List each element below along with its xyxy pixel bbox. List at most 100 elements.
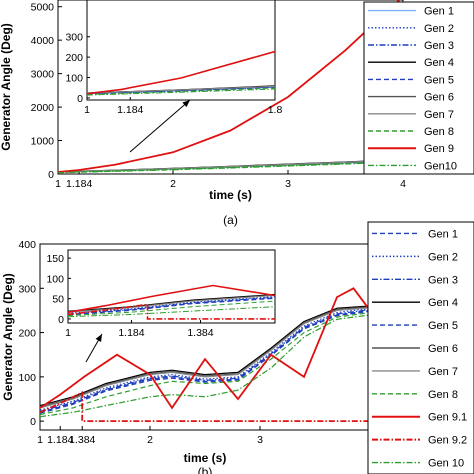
- inset-series-group: [87, 50, 275, 96]
- series-line-gen10: [58, 161, 403, 174]
- inset-x-tick-label: 1.8: [268, 104, 283, 116]
- legend: Gen 1 Gen 2 Gen 3 Gen 4 Gen 5 Gen 6 Gen 7 Gen 8…: [363, 1, 474, 175]
- chart-panel-b: 11.1841.384234010020030040011.1841.38405…: [1, 221, 474, 474]
- inset-series-line: [68, 293, 275, 312]
- inset-y-tick-label: 300: [65, 32, 83, 44]
- x-tick-label: 1.184: [47, 434, 73, 446]
- legend-label: Gen 2: [428, 251, 458, 263]
- x-tick-label: 4: [400, 178, 406, 190]
- inset-series-group: [68, 284, 275, 320]
- legend-label: Gen 5: [428, 320, 458, 332]
- y-tick-label: 200: [18, 328, 36, 340]
- legend-label: Gen 9.1: [428, 412, 467, 424]
- inset-series-line: [68, 294, 275, 313]
- y-tick-label: 3000: [31, 69, 55, 81]
- inset-area: [86, 0, 276, 101]
- inset-y-tick-label: 100: [46, 273, 64, 285]
- legend-label: Gen 8: [428, 389, 458, 401]
- inset-y-tick-label: 200: [65, 52, 83, 64]
- panel-label: (b): [198, 465, 213, 474]
- series-line-gen-8: [40, 312, 370, 416]
- x-tick-label: 1.384: [69, 434, 95, 446]
- inset-series-line: [68, 296, 275, 315]
- legend-label: Gen 4: [424, 57, 454, 69]
- legend-label: Gen 8: [424, 126, 454, 138]
- inset-plot: 1 1.184 1.384 0 50 100 150: [46, 249, 276, 339]
- inset-y-tick-label: 150: [46, 253, 64, 265]
- series-line-gen-4: [40, 305, 370, 407]
- series-line-gen-7: [40, 307, 370, 409]
- series-line-gen-7: [58, 159, 403, 173]
- chart-panel-a: 1 1.184 2 3 4 0 1000 2000 3000 4000 5000 1 1.184 1.8 0…: [0, 0, 474, 227]
- y-tick-label: 300: [18, 283, 36, 295]
- legend-label: Gen 7: [428, 366, 458, 378]
- inset-series-line: [87, 88, 275, 96]
- inset-y-tick-label: 50: [52, 294, 64, 306]
- legend-label: Gen 2: [424, 23, 454, 35]
- series-group: [40, 287, 370, 423]
- legend-label: Gen 9.2: [428, 435, 467, 447]
- legend-label: Gen 3: [428, 274, 458, 286]
- legend-label: Gen 3: [424, 40, 454, 52]
- y-axis-label: Generator Angle (Deg): [1, 273, 15, 401]
- inset-x-tick-label: 1.184: [118, 327, 144, 339]
- legend: Gen 1 Gen 2 Gen 3 Gen 4 Gen 5 Gen 6 Gen 7 Gen 8…: [367, 221, 474, 474]
- series-group: [58, 0, 403, 174]
- inset-arrow: [129, 99, 191, 153]
- x-tick-label: 3: [285, 178, 291, 190]
- x-tick-label: 3: [257, 434, 263, 446]
- legend-label: Gen 6: [428, 343, 458, 355]
- series-line-gen-9.1: [40, 287, 370, 410]
- legend-label: Gen 1: [424, 6, 454, 18]
- panel-label: (a): [223, 213, 238, 227]
- legend-label: Gen 7: [424, 109, 454, 121]
- series-line-gen-6: [40, 306, 370, 408]
- x-tick-label: 1: [55, 178, 61, 190]
- x-axis-label: time (s): [184, 451, 227, 465]
- y-tick-label: 1000: [31, 136, 55, 148]
- y-tick-label: 0: [30, 416, 36, 428]
- inset-series-line: [87, 50, 275, 95]
- inset-series-line: [87, 85, 275, 94]
- series-line-gen-9: [58, 0, 401, 173]
- x-tick-label: 1.184: [66, 178, 92, 190]
- inset-arrow-head: [95, 334, 102, 342]
- y-tick-label: 400: [18, 239, 36, 251]
- inset-y-tick-label: 0: [58, 314, 64, 326]
- inset-x-tick-label: 1: [84, 104, 90, 116]
- legend-box: [363, 1, 474, 175]
- x-axis-label: time (s): [209, 188, 252, 202]
- legend-label: Gen 10: [428, 458, 464, 470]
- legend-label: Gen10: [424, 160, 457, 172]
- inset-y-tick-label: 100: [65, 73, 83, 85]
- y-tick-label: 4000: [31, 35, 55, 47]
- series-line-gen-9.2: [40, 390, 370, 423]
- y-tick-label: 2000: [31, 102, 55, 114]
- legend-label: Gen 1: [428, 228, 458, 240]
- x-tick-label: 2: [147, 434, 153, 446]
- series-line-gen-3: [40, 308, 370, 412]
- series-line-gen-1: [40, 309, 370, 413]
- y-tick-label: 0: [48, 169, 54, 181]
- y-tick-label: 100: [18, 372, 36, 384]
- x-tick-label: 1: [37, 434, 43, 446]
- inset-series-line: [68, 303, 275, 320]
- x-tick-label: 2: [170, 178, 176, 190]
- series-line-gen-5: [40, 310, 370, 414]
- y-axis-label: Generator Angle (Deg): [0, 23, 13, 151]
- inset-x-tick-label: 1.384: [187, 327, 213, 339]
- series-line-gen-2: [40, 307, 370, 411]
- inset-series-line: [68, 284, 275, 314]
- inset-x-tick-label: 1.184: [117, 104, 143, 116]
- legend-label: Gen 6: [424, 92, 454, 104]
- inset-series-line: [87, 86, 275, 95]
- y-tick-label: 5000: [31, 2, 55, 14]
- legend-label: Gen 4: [428, 297, 458, 309]
- legend-label: Gen 9: [424, 143, 454, 155]
- inset-arrow-head: [182, 100, 190, 108]
- inset-series-line: [68, 306, 275, 318]
- inset-plot: 1 1.184 1.8 0 100 200 300: [65, 0, 283, 116]
- inset-y-tick-label: 0: [77, 93, 83, 105]
- inset-x-tick-label: 1: [65, 327, 71, 339]
